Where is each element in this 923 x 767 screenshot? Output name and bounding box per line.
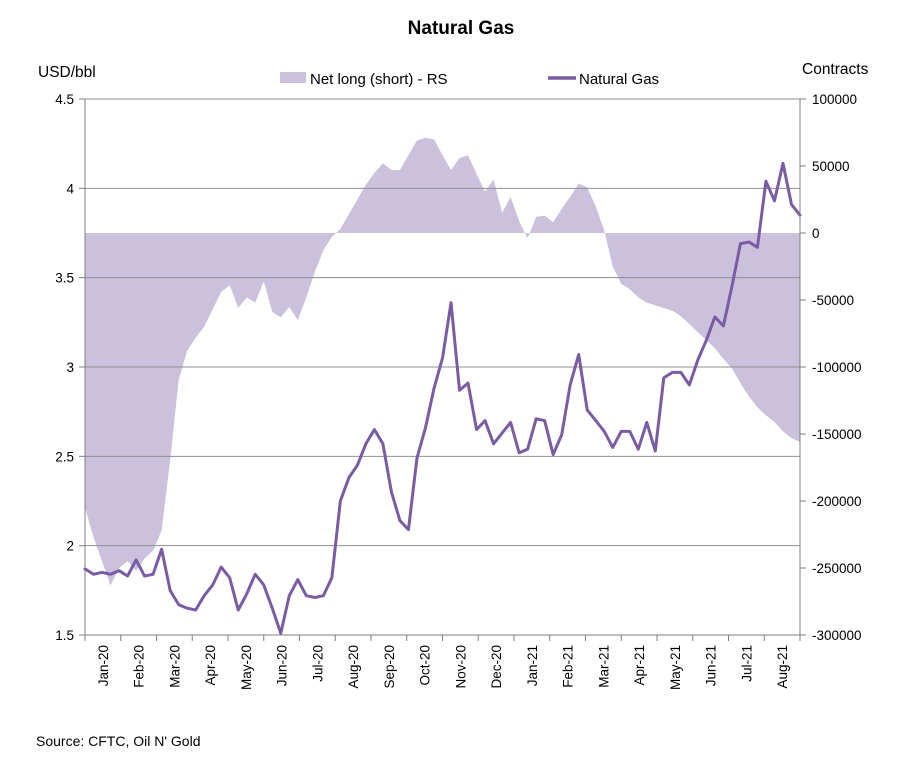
x-axis-tick-label: Jul-20 bbox=[310, 645, 325, 682]
x-axis-tick-label: Aug-20 bbox=[346, 645, 361, 689]
chart-title: Natural Gas bbox=[408, 18, 515, 39]
legend-area-swatch bbox=[280, 72, 306, 83]
right-axis-tick-label: -300000 bbox=[812, 628, 862, 643]
x-axis-tick-label: Sep-20 bbox=[382, 645, 397, 689]
x-axis-tick-label: Feb-21 bbox=[561, 645, 576, 688]
x-axis-tick-label: Apr-21 bbox=[632, 645, 647, 686]
x-axis-tick-label: Jun-20 bbox=[275, 645, 290, 686]
x-axis-tick-label: Jan-20 bbox=[96, 645, 111, 686]
right-axis-tick-label: 0 bbox=[812, 226, 820, 241]
x-axis-tick-label: Dec-20 bbox=[489, 645, 504, 689]
legend-line-label: Natural Gas bbox=[579, 71, 659, 88]
left-axis-tick-label: 4.5 bbox=[55, 92, 74, 107]
x-axis-tick-label: Jul-21 bbox=[739, 645, 754, 682]
right-axis-tick-label: -150000 bbox=[812, 427, 862, 442]
source-note: Source: CFTC, Oil N' Gold bbox=[36, 733, 201, 749]
x-axis-tick-label: Feb-20 bbox=[132, 645, 147, 688]
right-axis-tick-label: 50000 bbox=[812, 159, 850, 174]
x-axis-tick-label: Aug-21 bbox=[775, 645, 790, 689]
x-axis-tick-label: May-21 bbox=[668, 645, 683, 690]
right-axis-tick-label: 100000 bbox=[812, 92, 857, 107]
left-axis-title: USD/bbl bbox=[38, 64, 96, 81]
legend: Net long (short) - RS Natural Gas bbox=[280, 71, 659, 88]
left-axis-tick-label: 3 bbox=[66, 360, 74, 375]
right-axis-tick-label: -100000 bbox=[812, 360, 862, 375]
plot-area: 4.5 4 3.5 3 2.5 2 1.5 100000 50000 0 -50000 -100000… bbox=[55, 92, 861, 690]
x-axis-tick-label: May-20 bbox=[239, 645, 254, 690]
x-axis-tick-label: Mar-20 bbox=[167, 645, 182, 688]
right-axis-tick-label: -250000 bbox=[812, 561, 862, 576]
left-axis-tick-label: 4 bbox=[66, 181, 74, 196]
right-axis-tick-label: -200000 bbox=[812, 494, 862, 509]
right-axis-tick-label: -50000 bbox=[812, 293, 854, 308]
net-position-area bbox=[85, 137, 800, 586]
left-axis-tick-label: 2.5 bbox=[55, 449, 74, 464]
x-axis-tick-label: Nov-20 bbox=[453, 645, 468, 689]
x-axis-tick-label: Apr-20 bbox=[203, 645, 218, 686]
left-axis-tick-label: 2 bbox=[66, 539, 74, 554]
left-axis-tick-label: 3.5 bbox=[55, 271, 74, 286]
legend-area-label: Net long (short) - RS bbox=[310, 71, 448, 88]
x-axis-tick-label: Oct-20 bbox=[418, 645, 433, 686]
x-axis-tick-label: Jan-21 bbox=[525, 645, 540, 686]
natural-gas-line bbox=[83, 161, 802, 635]
x-axis-tick-label: Mar-21 bbox=[596, 645, 611, 688]
left-axis-tick-label: 1.5 bbox=[55, 628, 74, 643]
x-axis-tick-label: Jun-21 bbox=[704, 645, 719, 686]
right-axis-title: Contracts bbox=[802, 61, 869, 78]
